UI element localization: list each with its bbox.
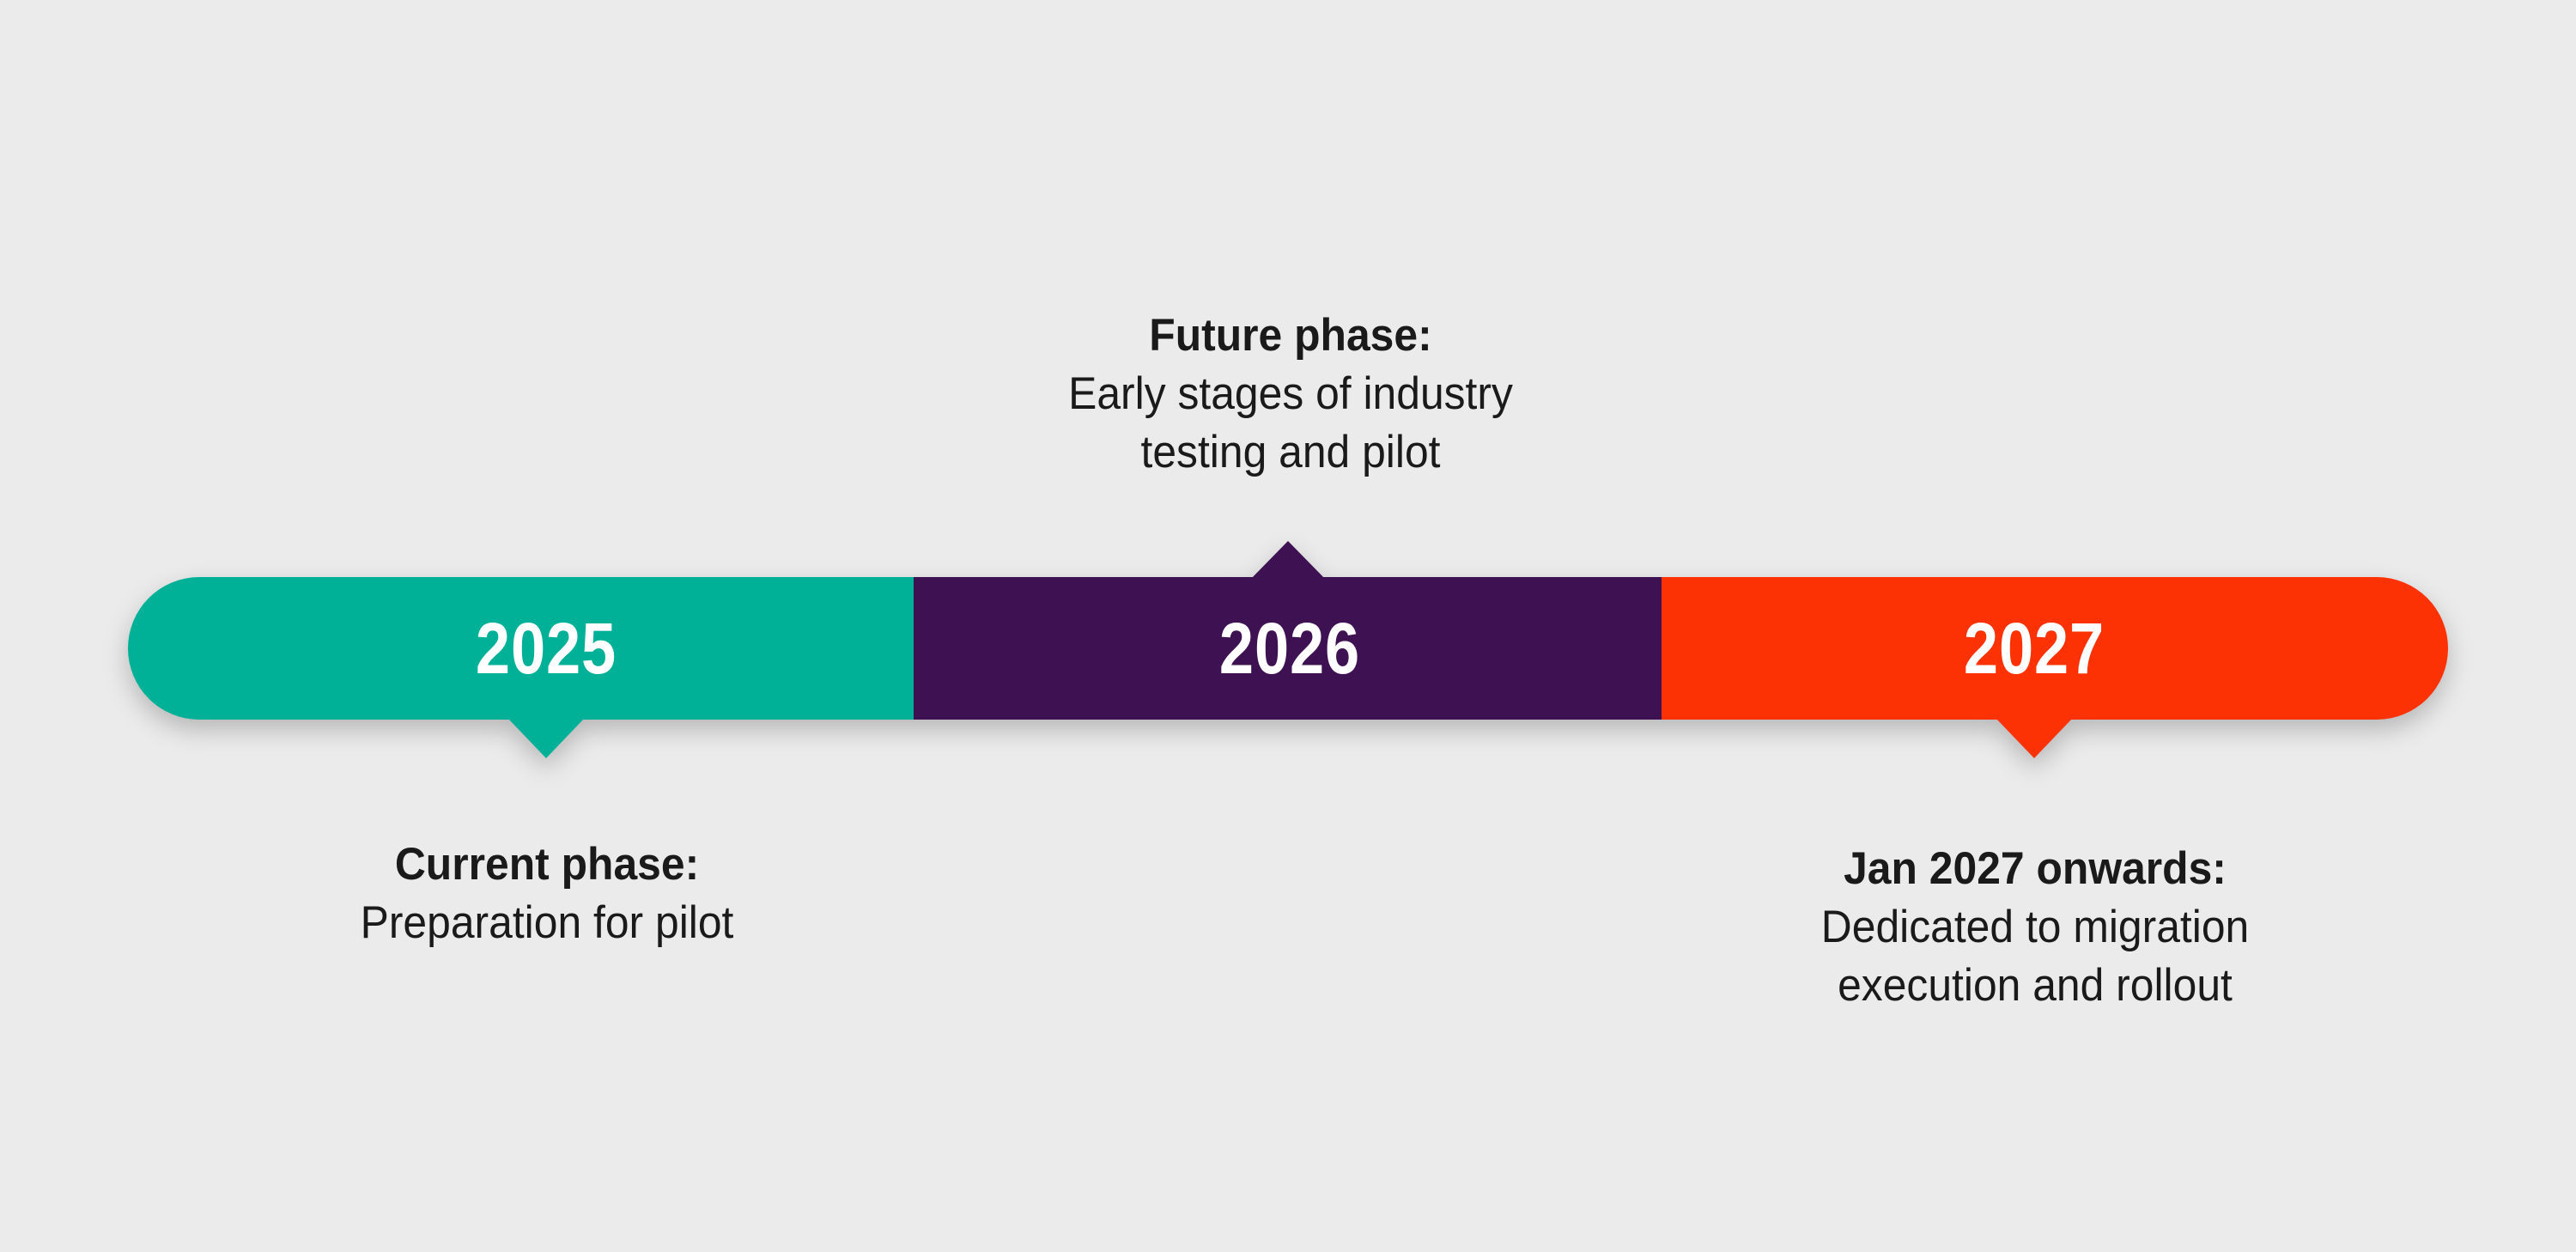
callout-jan-2027-title: Jan 2027 onwards:: [1844, 843, 2227, 894]
callout-future-line-2: testing and pilot: [1140, 427, 1441, 477]
year-label-2025: 2025: [465, 577, 629, 720]
callout-current-title: Current phase:: [394, 839, 700, 890]
pointer-down-2025: [507, 718, 585, 758]
callout-current-line-1: Preparation for pilot: [360, 897, 734, 948]
year-text-2026: 2026: [1218, 608, 1361, 689]
pointer-down-2027: [1996, 718, 2073, 758]
callout-future-line-1: Early stages of industry: [1068, 368, 1513, 419]
year-label-2027: 2027: [1953, 577, 2117, 720]
callout-jan-2027-line-1: Dedicated to migration: [1820, 902, 2250, 952]
year-text-2027: 2027: [1963, 608, 2105, 689]
callout-future-phase: Future phase: Early stages of industry t…: [1068, 307, 1513, 482]
callout-future-title: Future phase:: [1149, 310, 1432, 361]
callout-jan-2027: Jan 2027 onwards: Dedicated to migration…: [1821, 840, 2249, 1015]
timeline-bar: [128, 577, 2448, 720]
year-text-2025: 2025: [475, 608, 617, 689]
pointer-up-2026: [1249, 541, 1327, 580]
callout-jan-2027-line-2: execution and rollout: [1838, 960, 2233, 1011]
timeline-bar-group: 2025 2026 2027: [128, 541, 2448, 760]
callout-current-phase: Current phase: Preparation for pilot: [361, 836, 734, 952]
segment-2025: [128, 577, 914, 720]
segment-2027: [1662, 577, 2448, 720]
year-label-2026: 2026: [1208, 577, 1372, 720]
segment-2026: [914, 577, 1662, 720]
